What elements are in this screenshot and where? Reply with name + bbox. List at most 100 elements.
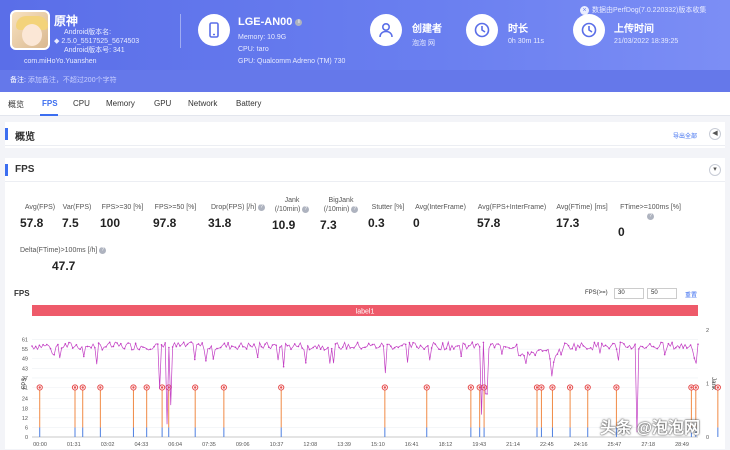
fps-point <box>90 347 92 349</box>
tab-battery[interactable]: Battery <box>236 99 262 108</box>
x-tick-label: 03:02 <box>101 442 115 448</box>
bigjank-marker-dot <box>540 386 543 389</box>
fps-point <box>464 343 466 346</box>
bigjank-marker-dot <box>73 386 77 389</box>
fps-point <box>560 353 562 356</box>
fps-point <box>120 342 122 345</box>
bigjank-marker-dot <box>551 386 554 389</box>
tab-memory[interactable]: Memory <box>106 99 135 108</box>
fps-point <box>194 358 196 361</box>
fps-point <box>530 351 533 353</box>
range-label-bar <box>32 305 698 316</box>
help-icon[interactable]: ? <box>647 212 654 220</box>
fps-point <box>297 345 300 348</box>
fps-point <box>453 348 455 350</box>
x-tick-label: 13:39 <box>337 442 351 448</box>
fps-point <box>582 345 585 347</box>
fps-point <box>460 355 463 358</box>
fps-point <box>219 346 222 349</box>
fps-point <box>171 346 174 348</box>
y-tick-label: 37 <box>22 376 28 382</box>
fps-point <box>34 345 37 348</box>
note-input[interactable]: 添加备注，不超过200个字符 <box>27 77 117 84</box>
y-tick-label: 43 <box>22 366 28 372</box>
fps-point <box>79 348 81 351</box>
fps-point <box>168 346 170 349</box>
fps-point <box>334 343 337 345</box>
help-icon[interactable]: ? <box>258 203 266 211</box>
bigjank-marker-dot <box>38 386 41 389</box>
fps-point <box>271 344 274 346</box>
close-icon[interactable]: × <box>580 5 589 15</box>
fps-filter-max-input[interactable]: 50 <box>647 288 677 299</box>
tab-gpu[interactable]: GPU <box>154 99 172 108</box>
fps-point <box>142 346 144 348</box>
fps-point <box>501 353 503 355</box>
stat-fps-50: FPS>=50 [%] 97.8 <box>153 204 197 230</box>
upload-label: 上传时间 <box>614 24 654 35</box>
bigjank-marker-dot <box>222 386 226 389</box>
export-all-link[interactable]: 导出全部 <box>673 134 698 140</box>
fps-point <box>231 345 233 347</box>
fps-filter-min-input[interactable]: 30 <box>614 288 644 299</box>
fps-point <box>490 343 492 346</box>
help-icon[interactable]: ? <box>351 205 359 213</box>
fps-point <box>208 347 211 350</box>
upload-value: 21/03/2022 18:39:25 <box>614 38 679 45</box>
fps-point <box>575 349 577 351</box>
fps-point <box>549 358 551 360</box>
help-icon[interactable]: ? <box>302 205 310 213</box>
fps-point <box>312 346 315 349</box>
fps-point <box>105 346 107 348</box>
help-icon[interactable]: ? <box>99 246 107 254</box>
info-icon[interactable]: i <box>295 18 303 26</box>
tab-cpu[interactable]: CPU <box>73 99 90 108</box>
fps-point <box>475 343 477 346</box>
x-tick-label: 04:33 <box>134 442 148 448</box>
bigjank-marker-dot <box>694 386 697 389</box>
overview-title: 概览 <box>15 132 35 143</box>
x-tick-label: 19:43 <box>472 442 486 448</box>
fps-point <box>597 342 599 344</box>
fps-point <box>634 343 636 346</box>
fps-point <box>38 344 41 347</box>
fps-point <box>46 343 48 346</box>
fps-point <box>693 357 696 359</box>
tab-network[interactable]: Network <box>188 99 218 108</box>
fps-point <box>256 356 259 359</box>
fps-point <box>678 346 681 349</box>
fps-point <box>556 353 559 355</box>
fps-point <box>190 341 192 343</box>
fps-point <box>534 354 536 357</box>
stat-fps-30: FPS>=30 [%] 100 <box>100 204 144 230</box>
fps-point <box>697 343 699 345</box>
fps-point <box>201 342 203 344</box>
collapse-left-icon[interactable]: ◀ <box>709 128 721 140</box>
device-specs: Memory: 10.9G CPU: taro GPU: Qualcomm Ad… <box>238 34 346 65</box>
y-axis-label: FPS <box>22 378 28 390</box>
fps-point <box>630 347 633 350</box>
fps-point <box>64 342 67 345</box>
fps-point <box>353 347 355 349</box>
fps-point <box>482 341 485 344</box>
fps-point <box>234 346 237 349</box>
creator-label: 创建者 <box>412 24 442 35</box>
x-tick-label: 07:35 <box>202 442 216 448</box>
reset-link[interactable]: 重置 <box>685 293 698 299</box>
fps-point <box>71 347 74 349</box>
android-icon: ◆ <box>54 38 60 45</box>
fps-point <box>386 343 389 346</box>
fps-point <box>504 346 507 348</box>
x-tick-label: 27:18 <box>641 442 655 448</box>
y-right-tick-label: 0 <box>706 435 709 441</box>
stat-stutter: Stutter [%] 0.3 <box>368 204 405 230</box>
tab-overview[interactable]: 概览 <box>8 100 24 109</box>
overview-panel: 概览 导出全部 ◀ <box>5 122 725 148</box>
bigjank-marker-dot <box>615 386 618 389</box>
tab-fps[interactable]: FPS <box>42 99 58 108</box>
chevron-down-icon[interactable]: ▾ <box>709 164 721 176</box>
note-bar[interactable]: 备注: 添加备注，不超过200个字符 <box>0 70 730 92</box>
bigjank-marker-dot <box>586 386 589 389</box>
fps-point <box>408 341 411 344</box>
fps-point <box>94 347 96 349</box>
